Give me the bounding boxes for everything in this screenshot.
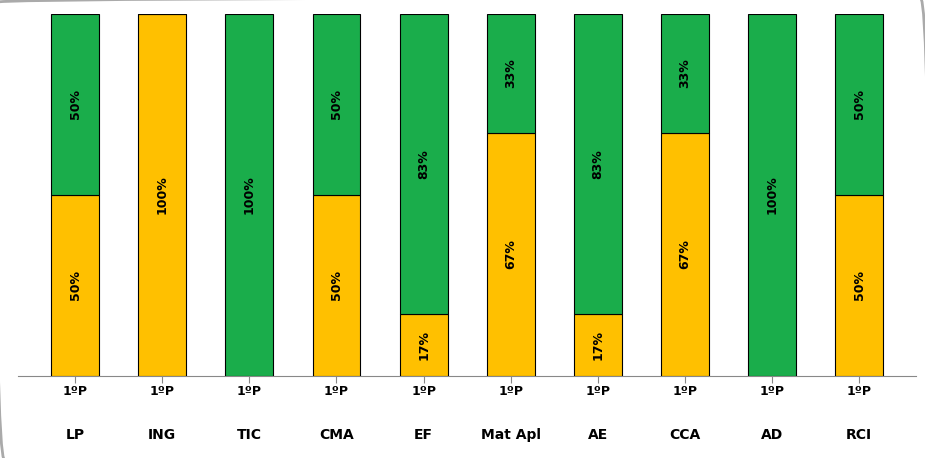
Text: EF: EF	[414, 428, 433, 442]
Bar	[138, 14, 186, 376]
Bar	[226, 14, 273, 376]
Bar	[835, 195, 883, 376]
Text: 100%: 100%	[766, 175, 779, 214]
Text: 100%: 100%	[243, 175, 256, 214]
Bar	[574, 14, 622, 314]
Text: CMA: CMA	[319, 428, 354, 442]
Bar	[835, 14, 883, 195]
Text: 100%: 100%	[155, 175, 168, 214]
Bar	[661, 133, 709, 376]
Text: 67%: 67%	[678, 240, 691, 269]
Text: 50%: 50%	[853, 270, 866, 300]
Text: RCI: RCI	[846, 428, 872, 442]
Text: 83%: 83%	[417, 149, 430, 179]
Text: TIC: TIC	[237, 428, 262, 442]
Text: 17%: 17%	[591, 330, 604, 360]
Bar	[400, 314, 448, 376]
Text: CCA: CCA	[670, 428, 700, 442]
Bar	[51, 14, 99, 195]
Text: 50%: 50%	[330, 270, 343, 300]
Bar	[51, 195, 99, 376]
Bar	[313, 14, 361, 195]
Text: 33%: 33%	[678, 59, 691, 88]
Text: 50%: 50%	[330, 89, 343, 119]
Text: 17%: 17%	[417, 330, 430, 360]
Bar	[487, 133, 535, 376]
Text: LP: LP	[66, 428, 85, 442]
Bar	[487, 14, 535, 133]
Text: AE: AE	[587, 428, 608, 442]
Bar	[748, 14, 796, 376]
Bar	[661, 14, 709, 133]
Text: AD: AD	[761, 428, 783, 442]
Bar	[313, 195, 361, 376]
Text: 67%: 67%	[504, 240, 517, 269]
Bar	[400, 14, 448, 314]
Text: 50%: 50%	[68, 270, 81, 300]
Text: 50%: 50%	[68, 89, 81, 119]
Text: Mat Apl: Mat Apl	[481, 428, 541, 442]
Bar	[574, 314, 622, 376]
Text: 83%: 83%	[591, 149, 604, 179]
Text: 33%: 33%	[504, 59, 517, 88]
Text: ING: ING	[148, 428, 177, 442]
Text: 50%: 50%	[853, 89, 866, 119]
